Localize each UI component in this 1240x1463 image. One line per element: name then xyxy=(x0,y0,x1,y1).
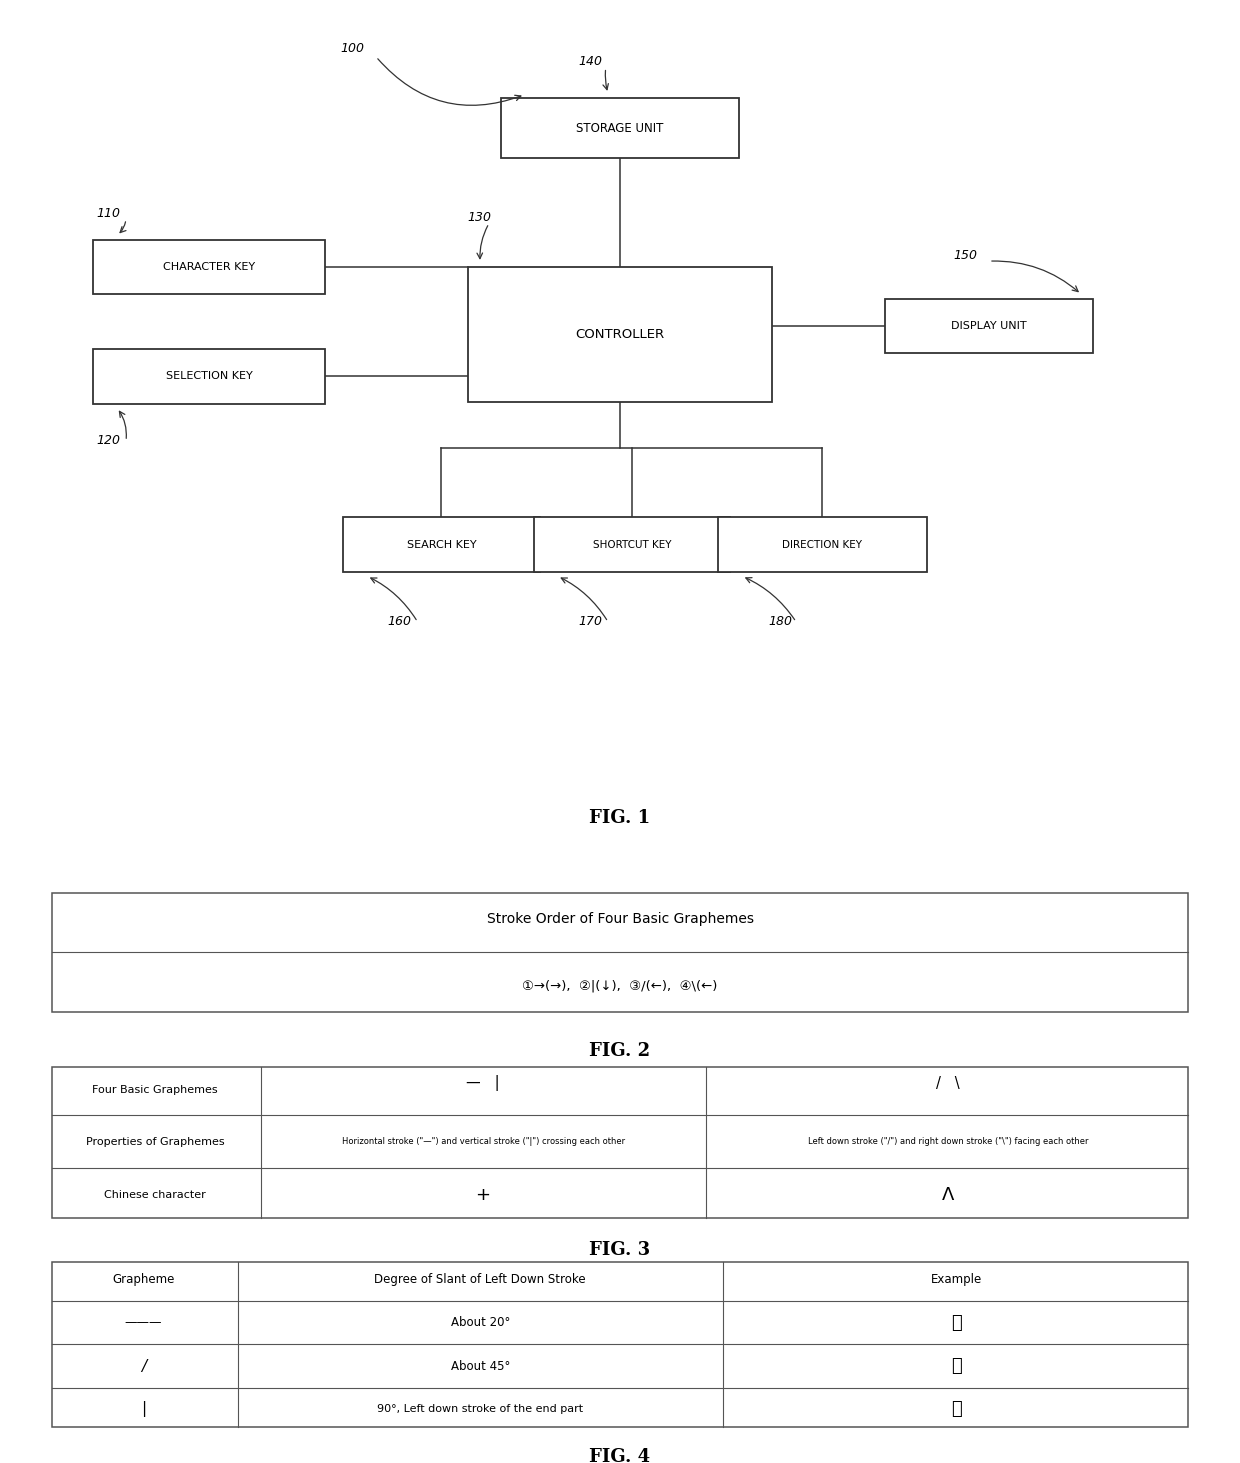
Text: +: + xyxy=(476,1186,491,1204)
Text: 120: 120 xyxy=(97,433,120,446)
Bar xyxy=(469,266,771,401)
Text: —   |: — | xyxy=(466,1075,500,1091)
Bar xyxy=(93,240,325,294)
Text: About 45°: About 45° xyxy=(450,1359,510,1372)
Text: FIG. 3: FIG. 3 xyxy=(589,1241,651,1258)
Bar xyxy=(533,518,730,572)
Text: 160: 160 xyxy=(388,614,412,628)
Text: /: / xyxy=(141,1359,146,1374)
Text: 100: 100 xyxy=(340,42,365,56)
Text: FIG. 2: FIG. 2 xyxy=(589,1042,651,1059)
Text: Stroke Order of Four Basic Graphemes: Stroke Order of Four Basic Graphemes xyxy=(486,911,754,926)
Text: Four Basic Graphemes: Four Basic Graphemes xyxy=(92,1084,218,1094)
Text: DISPLAY UNIT: DISPLAY UNIT xyxy=(951,320,1027,331)
Text: 生: 生 xyxy=(951,1358,962,1375)
Text: Example: Example xyxy=(931,1273,982,1286)
Text: /   \: / \ xyxy=(936,1075,960,1091)
Text: Λ: Λ xyxy=(942,1186,954,1204)
Text: Left down stroke ("/") and right down stroke ("\") facing each other: Left down stroke ("/") and right down st… xyxy=(807,1137,1089,1147)
Text: 90°, Left down stroke of the end part: 90°, Left down stroke of the end part xyxy=(377,1404,583,1415)
Text: 180: 180 xyxy=(769,614,792,628)
Text: DIRECTION KEY: DIRECTION KEY xyxy=(782,540,862,550)
Text: SELECTION KEY: SELECTION KEY xyxy=(166,372,253,382)
Text: FIG. 4: FIG. 4 xyxy=(589,1448,651,1463)
Bar xyxy=(501,98,739,158)
Text: CHARACTER KEY: CHARACTER KEY xyxy=(164,262,255,272)
Text: About 20°: About 20° xyxy=(450,1317,510,1330)
Text: Degree of Slant of Left Down Stroke: Degree of Slant of Left Down Stroke xyxy=(374,1273,587,1286)
Text: FIG. 1: FIG. 1 xyxy=(589,809,651,827)
Bar xyxy=(885,298,1094,353)
Text: |: | xyxy=(141,1402,146,1418)
Text: 130: 130 xyxy=(467,211,491,224)
Text: Chinese character: Chinese character xyxy=(104,1189,206,1200)
Text: SHORTCUT KEY: SHORTCUT KEY xyxy=(593,540,671,550)
Text: 150: 150 xyxy=(954,249,977,262)
Text: CONTROLLER: CONTROLLER xyxy=(575,328,665,341)
Text: Horizontal stroke ("—") and vertical stroke ("|") crossing each other: Horizontal stroke ("—") and vertical str… xyxy=(341,1137,625,1147)
Text: ———: ——— xyxy=(125,1317,162,1330)
Text: 禀: 禀 xyxy=(951,1314,962,1331)
Text: STORAGE UNIT: STORAGE UNIT xyxy=(577,121,663,135)
Text: 170: 170 xyxy=(578,614,603,628)
Text: 月: 月 xyxy=(951,1400,962,1418)
Text: 140: 140 xyxy=(578,56,603,69)
Bar xyxy=(343,518,539,572)
Bar xyxy=(93,350,325,404)
Text: Grapheme: Grapheme xyxy=(113,1273,175,1286)
Bar xyxy=(718,518,926,572)
Text: SEARCH KEY: SEARCH KEY xyxy=(407,540,476,550)
Text: Properties of Graphemes: Properties of Graphemes xyxy=(86,1137,224,1147)
Text: 110: 110 xyxy=(97,206,120,219)
Text: ①→(→),  ②|(↓),  ③/(←),  ④\(←): ①→(→), ②|(↓), ③/(←), ④\(←) xyxy=(522,979,718,992)
